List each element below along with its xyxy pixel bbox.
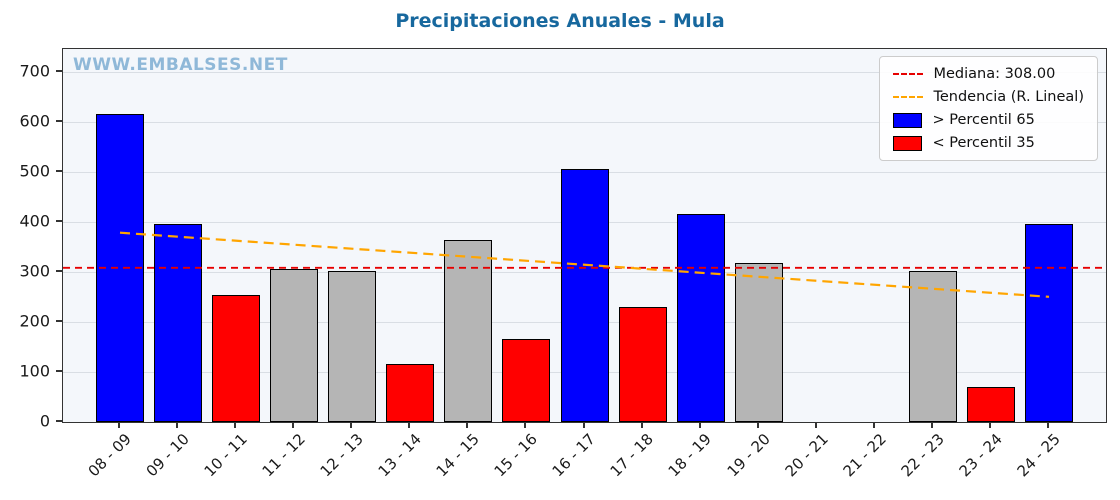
bar xyxy=(444,240,493,422)
watermark: WWW.EMBALSES.NET xyxy=(73,55,288,75)
bar xyxy=(328,270,377,422)
x-tick-mark xyxy=(698,422,701,428)
plot-area: WWW.EMBALSES.NET Mediana: 308.00 Tendenc… xyxy=(62,48,1107,423)
x-tick-mark xyxy=(988,422,991,428)
chart-title: Precipitaciones Anuales - Mula xyxy=(395,10,725,32)
x-tick-mark xyxy=(756,422,759,428)
x-tick-mark xyxy=(930,422,933,428)
x-tick-mark xyxy=(1047,422,1049,428)
legend-item-p65: > Percentil 65 xyxy=(893,112,1084,128)
bar xyxy=(96,114,144,422)
y-tick-mark xyxy=(56,219,62,222)
x-tick-mark xyxy=(292,422,295,428)
y-tick-mark xyxy=(56,169,62,172)
percentil35-patch-sample xyxy=(893,135,923,151)
y-tick-label: 700 xyxy=(19,61,50,80)
x-tick-mark xyxy=(408,422,411,428)
legend-item-trend: Tendencia (R. Lineal) xyxy=(893,89,1084,105)
median-line-sample xyxy=(893,73,924,75)
bar xyxy=(502,338,551,422)
legend-item-p35: < Percentil 35 xyxy=(893,135,1084,151)
legend-label-trend: Tendencia (R. Lineal) xyxy=(933,89,1084,105)
y-tick-mark xyxy=(56,269,62,272)
gridline xyxy=(63,71,1106,73)
x-tick-mark xyxy=(118,422,120,428)
percentil65-patch-sample xyxy=(893,112,923,128)
y-tick-label: 0 xyxy=(39,411,50,431)
bar xyxy=(966,386,1015,422)
x-tick-mark xyxy=(872,422,875,428)
y-tick-mark xyxy=(56,369,62,372)
x-tick-mark xyxy=(176,422,179,428)
y-tick-mark xyxy=(56,420,62,422)
bar xyxy=(386,363,435,422)
bar xyxy=(154,224,203,422)
y-tick-label: 600 xyxy=(19,111,50,131)
y-tick-mark xyxy=(56,69,62,72)
x-tick-mark xyxy=(524,422,527,428)
y-tick-label: 200 xyxy=(19,311,50,331)
legend-label-p35: < Percentil 35 xyxy=(932,135,1035,151)
y-tick-label: 500 xyxy=(19,161,50,181)
bar xyxy=(618,307,667,422)
legend: Mediana: 308.00 Tendencia (R. Lineal) > … xyxy=(879,56,1098,161)
bar xyxy=(270,268,319,422)
y-tick-label: 300 xyxy=(19,261,50,281)
legend-label-median: Mediana: 308.00 xyxy=(933,66,1056,82)
bar xyxy=(734,262,783,422)
x-tick-mark xyxy=(234,422,237,428)
bar xyxy=(212,295,261,422)
x-tick-mark xyxy=(640,422,643,428)
y-tick-mark xyxy=(56,119,62,122)
x-tick-mark xyxy=(814,422,817,428)
bar xyxy=(560,169,609,422)
trend-line-sample xyxy=(893,96,924,98)
bar xyxy=(1025,223,1073,422)
y-tick-label: 400 xyxy=(19,211,50,231)
gridline xyxy=(63,121,1106,123)
x-tick-mark xyxy=(466,422,469,428)
x-tick-mark xyxy=(582,422,585,428)
legend-item-median: Mediana: 308.00 xyxy=(893,66,1084,82)
y-tick-mark xyxy=(56,319,62,322)
y-tick-label: 100 xyxy=(19,361,50,381)
bar xyxy=(676,213,725,422)
legend-label-p65: > Percentil 65 xyxy=(932,112,1035,128)
bar xyxy=(908,270,957,422)
x-tick-mark xyxy=(350,422,353,428)
